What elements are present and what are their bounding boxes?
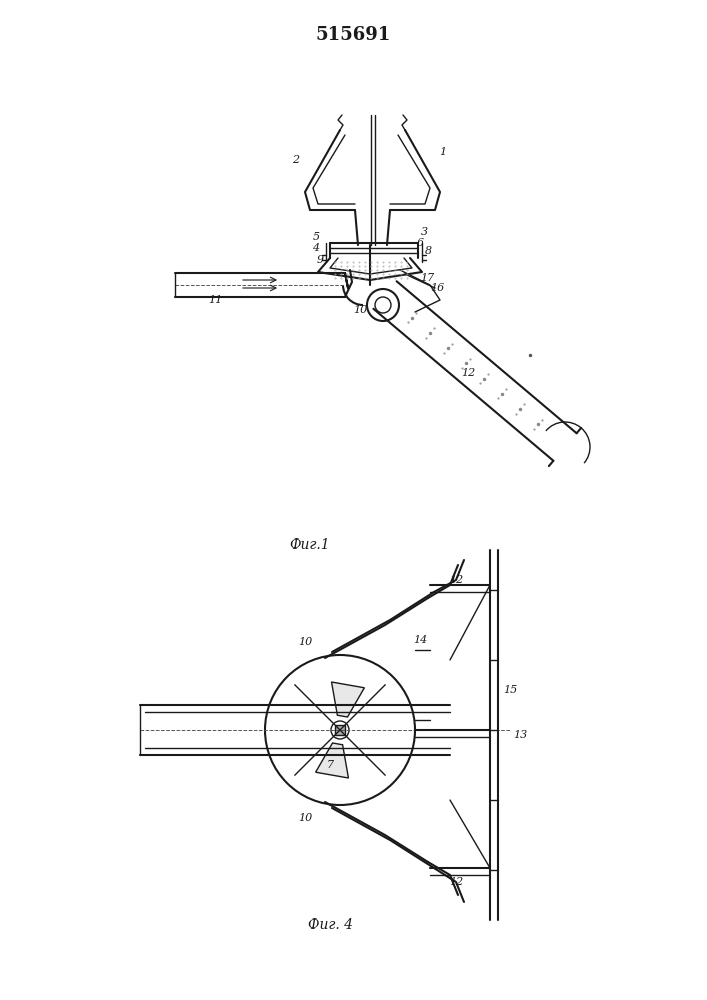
Polygon shape	[315, 743, 349, 778]
Text: 2: 2	[293, 155, 300, 165]
Text: 13: 13	[513, 730, 527, 740]
Text: 6: 6	[416, 238, 423, 248]
Text: 10: 10	[298, 813, 312, 823]
Text: 7: 7	[327, 760, 334, 770]
Text: 15: 15	[503, 685, 517, 695]
Text: 12: 12	[449, 877, 463, 887]
Text: 10: 10	[298, 637, 312, 647]
Text: 12: 12	[461, 368, 475, 378]
Text: 1: 1	[440, 147, 447, 157]
Text: 3: 3	[421, 227, 428, 237]
Text: 515691: 515691	[315, 26, 391, 44]
Polygon shape	[335, 725, 345, 735]
Text: 5: 5	[312, 232, 320, 242]
Text: 12: 12	[449, 575, 463, 585]
Text: 8: 8	[424, 246, 431, 256]
Text: 16: 16	[430, 283, 444, 293]
Text: Фиг. 4: Фиг. 4	[308, 918, 353, 932]
Text: 9: 9	[317, 255, 324, 265]
Text: 10: 10	[353, 305, 367, 315]
Text: Фиг.1: Фиг.1	[290, 538, 330, 552]
Polygon shape	[332, 682, 364, 717]
Text: 11: 11	[208, 295, 222, 305]
Text: 4: 4	[312, 243, 320, 253]
Text: 17: 17	[420, 273, 434, 283]
Text: 14: 14	[413, 635, 427, 645]
